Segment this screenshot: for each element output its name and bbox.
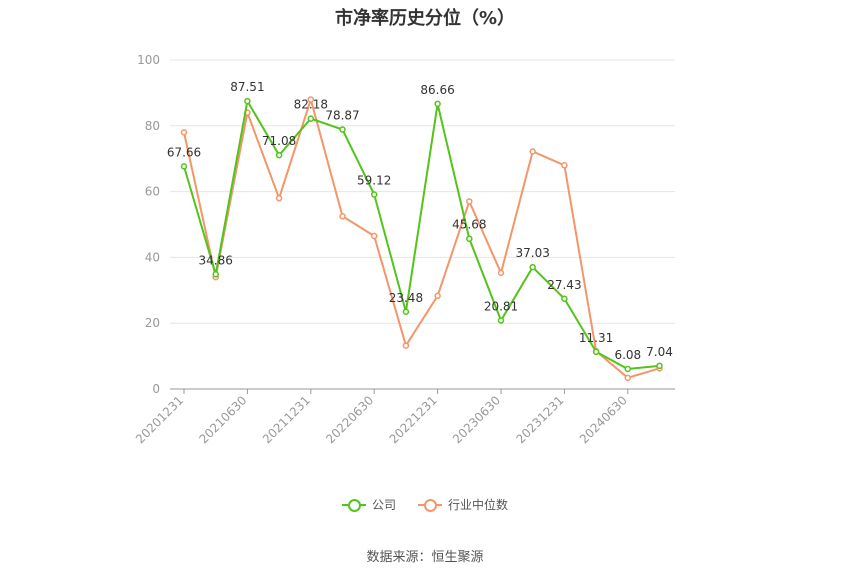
series-0-point-14	[624, 365, 632, 373]
legend-swatch-industry	[418, 498, 442, 512]
y-tick-label-40: 40	[145, 250, 160, 264]
series-layer	[180, 96, 663, 382]
data-label-14: 6.08	[614, 348, 641, 362]
data-label-1: 34.86	[199, 253, 233, 267]
series-1-point-3	[275, 194, 283, 202]
x-tick-label-20220630: 20220630	[323, 393, 376, 446]
y-tick-label-80: 80	[145, 119, 160, 133]
series-0-point-9	[466, 235, 473, 242]
y-tick-label-0: 0	[152, 382, 160, 396]
series-0-point-2	[244, 97, 251, 105]
series-1-point-7	[402, 342, 410, 349]
legend: 公司 行业中位数	[0, 496, 850, 513]
data-label-5: 78.87	[325, 109, 359, 123]
series-0-point-15	[656, 362, 663, 370]
data-label-11: 37.03	[516, 246, 550, 260]
data-label-2: 87.51	[230, 80, 264, 94]
data-label-4: 82.18	[294, 98, 328, 112]
x-tick-label-20211231: 20211231	[260, 393, 313, 446]
data-label-9: 45.68	[452, 218, 486, 232]
series-1-point-12	[561, 162, 568, 169]
series-1-point-14	[624, 374, 632, 382]
x-tick-label-20210630: 20210630	[196, 393, 249, 446]
x-tick-label-20201231: 20201231	[133, 393, 186, 446]
series-0-point-10	[497, 317, 505, 324]
data-label-3: 71.08	[262, 134, 296, 148]
data-label-12: 27.43	[547, 278, 581, 292]
data-source: 数据来源：恒生聚源	[366, 550, 484, 565]
series-0-point-6	[370, 191, 378, 198]
series-line-1	[183, 98, 660, 379]
data-label-15: 7.04	[646, 345, 673, 359]
series-1-point-4	[307, 96, 315, 103]
y-tick-label-60: 60	[145, 185, 160, 199]
data-label-8: 86.66	[420, 83, 454, 97]
legend-swatch-company	[341, 498, 366, 512]
series-1-point-5	[339, 213, 346, 220]
series-1-point-10	[497, 269, 505, 277]
legend-item-industry[interactable]: 行业中位数	[418, 496, 508, 513]
series-0-point-13	[592, 348, 600, 356]
series-0-point-12	[561, 295, 568, 303]
series-1-point-0	[180, 129, 188, 136]
legend-label-industry: 行业中位数	[448, 498, 509, 512]
series-0-point-7	[402, 308, 410, 316]
data-label-6: 59.12	[357, 173, 391, 187]
series-0-point-5	[339, 126, 346, 133]
series-0-point-8	[434, 100, 441, 108]
data-label-7: 23.48	[389, 291, 423, 305]
legend-label-company: 公司	[371, 498, 396, 512]
series-1-point-8	[434, 292, 441, 300]
data-label-10: 20.81	[484, 300, 518, 314]
data-label-13: 11.31	[579, 331, 613, 345]
series-1-point-6	[370, 232, 378, 240]
y-tick-label-100: 100	[137, 53, 160, 67]
series-0-point-1	[212, 271, 219, 278]
data-label-0: 67.66	[167, 145, 201, 159]
legend-item-company[interactable]: 公司	[341, 496, 396, 513]
x-tick-label-20231231: 20231231	[513, 393, 566, 446]
series-line-0	[183, 100, 660, 370]
x-tick-label-20221231: 20221231	[387, 393, 440, 446]
chart-title: 市净率历史分位（%）	[334, 8, 516, 29]
x-tick-label-20240630: 20240630	[577, 393, 630, 446]
series-0-point-4	[307, 115, 315, 122]
series-0-point-0	[180, 163, 188, 170]
x-tick-label-20230630: 20230630	[450, 393, 503, 446]
y-tick-label-20: 20	[145, 316, 160, 330]
series-1-point-11	[529, 148, 536, 155]
series-0-point-3	[275, 151, 283, 159]
series-1-point-9	[466, 198, 473, 205]
series-0-point-11	[529, 263, 536, 271]
